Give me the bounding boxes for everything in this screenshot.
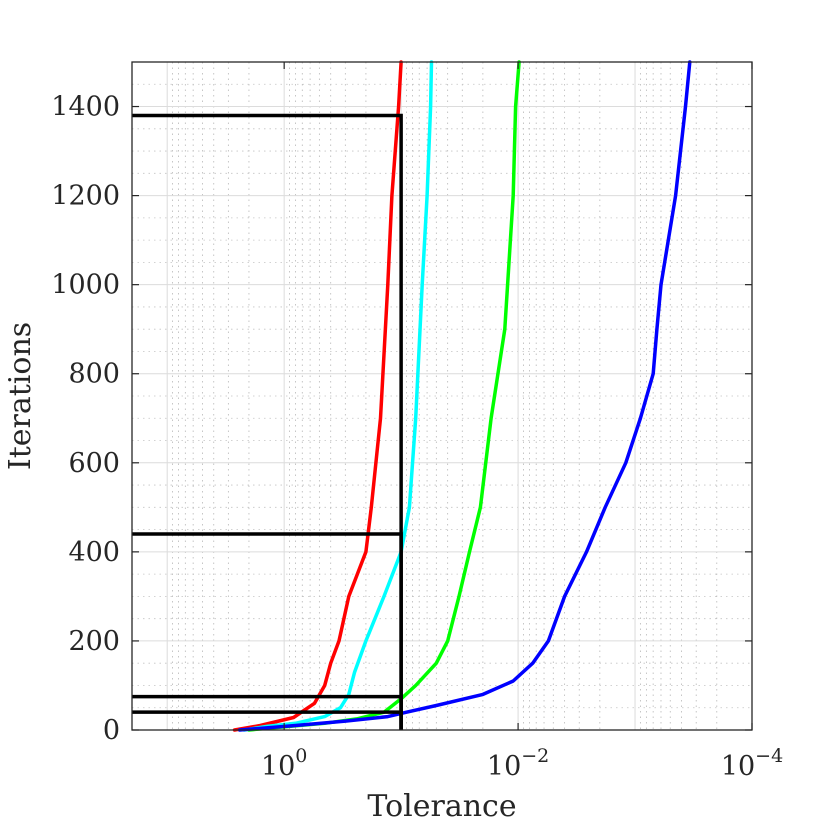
reference-lines: [132, 113, 403, 730]
y-axis-label: Iterations: [3, 322, 38, 470]
reference-line: [132, 710, 403, 730]
x-tick-label: 100: [261, 745, 307, 782]
x-axis-label: Tolerance: [367, 789, 516, 824]
y-tick-label: 200: [68, 626, 120, 657]
y-tick-label: 1200: [51, 181, 120, 212]
x-tick-label: 10−2: [487, 745, 549, 782]
y-tick-label: 1400: [51, 92, 120, 123]
y-tick-label: 400: [68, 537, 120, 568]
y-tick-label: 1000: [51, 270, 120, 301]
y-tick-label: 600: [68, 448, 120, 479]
axis-tick-labels: 0 200 400 600 800 1000 1200 1400 100 10−2 10−4: [51, 92, 783, 782]
axis-ticks: [132, 62, 753, 731]
series-line-blue: [237, 60, 692, 732]
reference-line: [132, 532, 403, 730]
series-line-cyan: [242, 60, 434, 732]
x-tick-label: 10−4: [721, 745, 783, 782]
reference-line: [132, 113, 403, 730]
plot-area: [132, 62, 752, 730]
y-tick-label: 0: [103, 715, 120, 746]
plot-frame: [131, 61, 753, 731]
y-tick-label: 800: [68, 359, 120, 390]
